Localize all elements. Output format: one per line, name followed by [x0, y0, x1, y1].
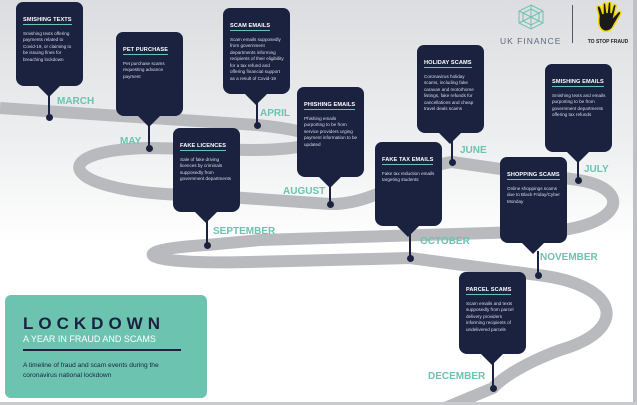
card-pointer [137, 115, 161, 127]
event-title: SMISHING EMAILS [552, 79, 604, 87]
event-description: Smishing texts and emails purporting to … [552, 93, 606, 118]
month-label: NOVEMBER [540, 252, 598, 263]
event-description: Online shoppings scams due to Black Frid… [507, 186, 560, 204]
timeline-dot [489, 384, 497, 392]
event-card: FAKE LICENCES Sale of fake driving licen… [173, 128, 240, 212]
card-pointer [438, 132, 462, 144]
event-title: PET PURCHASE [123, 47, 169, 55]
timeline-dot [406, 254, 414, 262]
timeline-dot [253, 121, 261, 129]
card-pointer [318, 176, 342, 188]
card-pointer [396, 225, 420, 237]
card-pointer [566, 151, 590, 163]
event-card: HOLIDAY SCAMS Coronavirus holiday scams,… [417, 45, 484, 133]
event-description: Sale of fake driving licences by crimina… [180, 157, 232, 182]
card-pointer [37, 85, 61, 97]
timeline-dot [45, 113, 53, 121]
event-description: Pet purchase scams requesting advance pa… [123, 61, 165, 79]
event-card: PARCEL SCAMS Scam emails and texts suppo… [459, 272, 526, 354]
month-label: JULY [584, 164, 609, 175]
take-five-logo: TO STOP FRAUD [583, 1, 633, 45]
month-label: AUGUST [283, 186, 326, 197]
uk-finance-emblem-icon [518, 4, 544, 30]
event-card: SMISHING TEXTS Smishing texts offering p… [16, 2, 83, 86]
event-description: Fake tax reduction emails targeting stud… [382, 171, 435, 183]
event-card: SCAM EMAILS Scam emails supposedly from … [223, 8, 290, 94]
timeline-dot [326, 200, 334, 208]
timeline-dot [145, 144, 153, 152]
pin-stem [577, 160, 579, 180]
event-title: PARCEL SCAMS [466, 287, 512, 295]
event-description: Smishing texts offering payments related… [23, 31, 72, 62]
pin-stem [206, 220, 208, 245]
event-title: FAKE TAX EMAILS [382, 157, 434, 165]
uk-finance-name: UK FINANCE [500, 36, 562, 46]
timeline-dot [574, 176, 582, 184]
event-card: PHISHING EMAILS Phishing emails purporti… [297, 87, 364, 177]
event-title: PHISHING EMAILS [304, 102, 356, 110]
card-pointer [521, 242, 545, 254]
timeline-dot [203, 241, 211, 249]
title-main: LOCKDOWN [23, 314, 165, 333]
card-pointer [194, 211, 218, 223]
take-five-tagline: TO STOP FRAUD [587, 39, 629, 45]
title-description: A timeline of fraud and scam events duri… [23, 362, 159, 379]
title-subtitle: A YEAR IN FRAUD AND SCAMS [23, 334, 156, 344]
event-title: SMISHING TEXTS [23, 17, 72, 25]
month-label: MARCH [57, 96, 95, 107]
event-card: PET PURCHASE Pet purchase scams requesti… [116, 32, 183, 116]
event-description: Coronavirus holiday scams, including fak… [424, 74, 474, 112]
event-card: SMISHING EMAILS Smishing texts and email… [545, 64, 612, 152]
month-label: APRIL [260, 108, 290, 119]
pin-stem [48, 94, 50, 117]
event-title: HOLIDAY SCAMS [424, 60, 472, 68]
month-label: DECEMBER [428, 371, 486, 382]
uk-finance-logo: UK FINANCE [500, 4, 561, 46]
month-label: SEPTEMBER [213, 226, 276, 237]
event-title: FAKE LICENCES [180, 143, 227, 151]
card-pointer [480, 353, 504, 365]
event-description: Phishing emails purporting to be from se… [304, 116, 358, 147]
timeline-dot [534, 271, 542, 279]
card-pointer [244, 93, 268, 105]
timeline-dot [448, 158, 456, 166]
hand-icon [596, 1, 622, 32]
title-panel: LOCKDOWN A YEAR IN FRAUD AND SCAMS A tim… [5, 295, 207, 398]
frame-edge-right [633, 0, 637, 405]
event-description: Scam emails supposedly from government d… [230, 37, 284, 81]
pin-stem [451, 141, 453, 162]
month-label: OCTOBER [420, 236, 470, 247]
month-label: JUNE [460, 145, 487, 156]
logo-divider [572, 5, 573, 43]
event-description: Scam emails and texts supposedly from pa… [466, 301, 514, 332]
pin-stem [256, 102, 258, 125]
title-rule [23, 349, 181, 351]
event-title: SCAM EMAILS [230, 23, 271, 31]
pin-stem [537, 251, 539, 275]
month-label: MAY [120, 136, 142, 147]
frame-edge-bottom [0, 402, 637, 405]
pin-stem [409, 234, 411, 258]
pin-stem [329, 185, 331, 204]
event-card: FAKE TAX EMAILS Fake tax reduction email… [375, 142, 442, 226]
pin-stem [492, 362, 494, 388]
event-card: SHOPPING SCAMS Online shoppings scams du… [500, 157, 567, 243]
event-title: SHOPPING SCAMS [507, 172, 560, 180]
pin-stem [148, 124, 150, 148]
